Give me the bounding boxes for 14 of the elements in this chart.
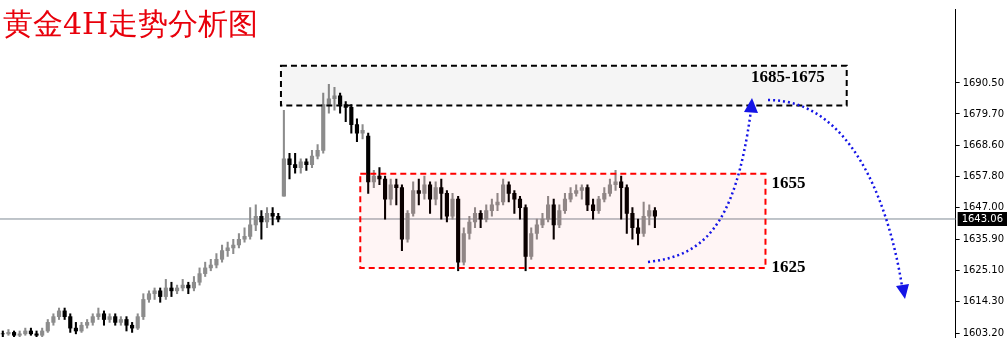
y-tick-label: 1603.20 (962, 326, 1005, 338)
annotation: 1625 (771, 257, 806, 277)
y-tick-label: 1647.00 (962, 201, 1005, 213)
y-tick-label: 1657.80 (962, 170, 1005, 182)
y-tick-label: 1635.90 (962, 233, 1005, 245)
annotation: 1655 (771, 173, 806, 193)
band-label: 1685-1675 (751, 67, 825, 87)
chart-title: 黄金4H走势分析图 (3, 6, 259, 42)
y-tick-label: 1679.70 (962, 107, 1005, 119)
y-tick-label: 1668.60 (962, 139, 1005, 151)
ref-line-label: 1643.06 (961, 212, 1004, 224)
y-tick-label: 1690.50 (962, 76, 1005, 88)
y-tick-label: 1614.30 (962, 295, 1005, 307)
y-tick-label: 1625.10 (962, 264, 1005, 276)
